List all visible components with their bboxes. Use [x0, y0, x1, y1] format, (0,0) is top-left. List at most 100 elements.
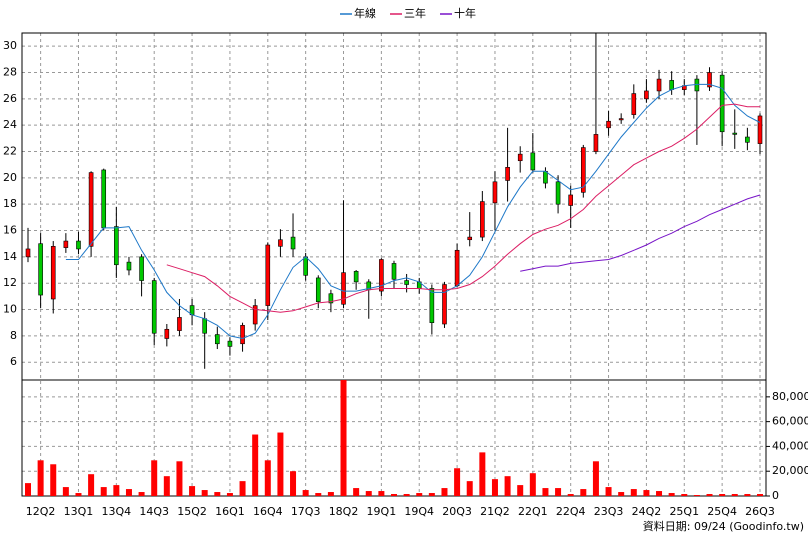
candle-body	[404, 280, 409, 285]
candle-body	[126, 261, 132, 271]
candle-body	[151, 280, 157, 334]
volume-bar	[403, 494, 410, 496]
candle-body	[656, 78, 662, 92]
volume-bar	[441, 488, 448, 496]
volume-bar	[353, 488, 360, 496]
x-tick-label: 23Q3	[594, 505, 624, 518]
candle-body	[379, 259, 384, 292]
candle-body	[215, 334, 220, 345]
candle-body	[240, 325, 245, 345]
volume-bar	[529, 473, 536, 496]
y-tick-label: 14	[3, 250, 17, 263]
volume-bar	[37, 460, 44, 496]
volume-bar	[706, 494, 713, 496]
candle-body	[76, 240, 81, 250]
volume-bar	[491, 479, 498, 496]
candle-body	[442, 284, 447, 325]
volume-tick-label: 80,000	[772, 390, 808, 403]
source-note: 資料日期: 09/24 (Goodinfo.tw)	[643, 519, 804, 533]
candle-body	[25, 248, 31, 258]
volume-bar	[277, 432, 284, 496]
candle-body	[328, 293, 334, 304]
volume-tick-label: 60,000	[772, 415, 808, 428]
candle-body	[543, 170, 548, 184]
candle-body	[707, 72, 712, 88]
volume-bar	[454, 468, 461, 496]
volume-tick-label: 20,000	[772, 464, 808, 477]
candle-body	[581, 147, 586, 193]
volume-bar	[567, 494, 574, 496]
candle-body	[593, 134, 599, 152]
candle-body	[745, 136, 750, 143]
volume-bar	[719, 494, 726, 496]
volume-bar	[378, 491, 385, 496]
y-tick-label: 24	[3, 118, 17, 131]
volume-bar	[618, 492, 625, 496]
volume-bar	[542, 488, 549, 496]
volume-bar	[592, 461, 599, 496]
volume-bar	[125, 489, 132, 496]
y-tick-label: 20	[3, 171, 17, 184]
volume-bar	[302, 490, 309, 496]
candle-body	[227, 340, 233, 347]
x-tick-label: 21Q2	[480, 505, 510, 518]
x-tick-label: 20Q3	[442, 505, 472, 518]
candle-body	[252, 305, 258, 325]
candle-body	[278, 239, 283, 247]
volume-bar	[239, 481, 246, 496]
candle-body	[480, 201, 485, 238]
volume-bar	[189, 486, 196, 496]
x-tick-label: 16Q1	[215, 505, 245, 518]
y-tick-label: 8	[10, 329, 17, 342]
volume-bar	[391, 494, 397, 496]
volume-bar	[668, 493, 675, 496]
x-tick-label: 22Q1	[518, 505, 548, 518]
candle-body	[202, 318, 207, 334]
volume-bar	[504, 476, 511, 496]
x-tick-label: 13Q4	[102, 505, 132, 518]
legend-label: 十年	[454, 6, 476, 20]
y-tick-label: 28	[3, 66, 17, 79]
candle-body	[467, 236, 473, 241]
candle-body	[353, 271, 359, 283]
volume-tick-label: 0	[772, 489, 779, 502]
candle-body	[303, 256, 308, 276]
x-tick-label: 25Q4	[707, 505, 737, 518]
x-tick-label: 22Q4	[556, 505, 586, 518]
candle-body	[757, 115, 763, 144]
x-tick-label: 19Q1	[367, 505, 397, 518]
volume-bar	[214, 492, 221, 496]
volume-bar	[416, 493, 423, 496]
x-tick-label: 19Q4	[404, 505, 434, 518]
candle-body	[429, 288, 435, 323]
legend-label: 年線	[354, 6, 376, 20]
y-tick-label: 16	[3, 224, 17, 237]
volume-bar	[176, 461, 183, 496]
volume-bar	[693, 495, 700, 496]
candle-body	[732, 132, 738, 135]
ma-line	[166, 103, 760, 313]
volume-bar	[681, 494, 688, 496]
volume-bar	[517, 485, 524, 496]
x-tick-label: 25Q1	[669, 505, 699, 518]
candle-body	[454, 249, 460, 287]
volume-bar	[555, 488, 562, 496]
candle-body	[618, 118, 624, 121]
candle-body	[492, 181, 498, 204]
volume-bar	[757, 494, 763, 496]
x-tick-label: 12Q2	[26, 505, 56, 518]
x-tick-label: 18Q2	[329, 505, 359, 518]
candle-body	[341, 272, 346, 305]
candle-body	[88, 172, 94, 247]
volume-bar	[226, 493, 233, 496]
x-tick-label: 24Q2	[632, 505, 662, 518]
candle-body	[164, 328, 170, 339]
candle-body	[555, 181, 561, 205]
candle-body	[644, 90, 649, 100]
candle-body	[290, 236, 296, 250]
ma-line	[65, 83, 761, 340]
x-tick-label: 13Q1	[64, 505, 94, 518]
volume-bar	[201, 490, 208, 496]
